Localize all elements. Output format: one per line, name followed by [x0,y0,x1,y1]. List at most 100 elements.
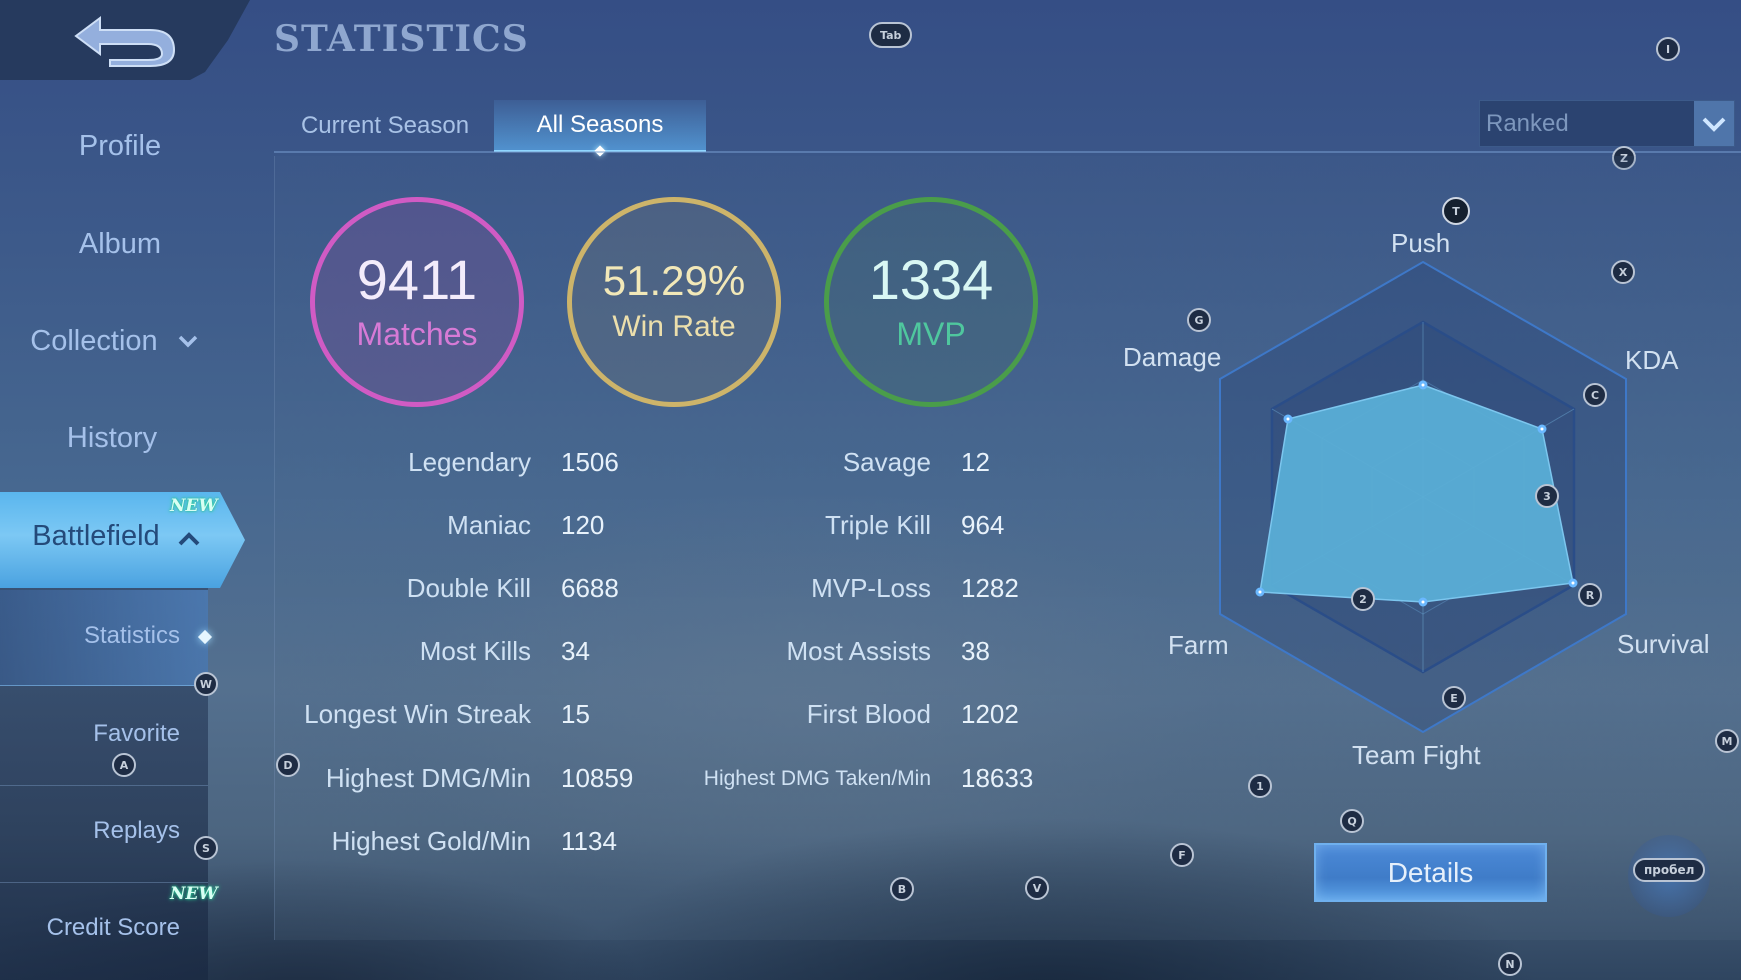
stat-value: 1282 [961,573,1019,603]
radar-axis-push: Push [1391,228,1451,258]
sidebar-item-collection[interactable]: Collection [0,325,234,358]
divider [0,882,208,883]
new-badge: NEW [170,884,218,904]
key-hint-m: M [1715,729,1739,753]
key-hint-b: B [890,877,914,901]
mvp-circle: 1334 MVP [824,197,1038,407]
stat-value: 15 [561,699,590,729]
back-button[interactable] [70,8,185,70]
key-hint-t: T [1442,197,1470,225]
win-rate-circle: 51.29% Win Rate [567,197,781,407]
key-hint-w: W [194,672,218,696]
new-badge: NEW [170,496,218,516]
win-rate-value: 51.29% [602,257,746,304]
stat-value: 6688 [561,573,619,603]
key-hint-s: S [194,836,218,860]
sidebar-item-label: Collection [30,325,158,357]
key-hint-i: I [1656,37,1680,61]
stat-label: MVP-Loss [811,573,931,603]
back-arrow-icon [74,16,176,67]
chevron-down-icon[interactable] [1694,101,1734,146]
radar-data-points [1255,380,1578,607]
radar-axis-team-fight: Team Fight [1352,740,1481,770]
radar-axis-survival: Survival [1617,629,1710,659]
radar-chart [1219,260,1627,734]
key-hint-v: V [1025,876,1049,900]
tab-label: All Seasons [536,111,664,138]
page-title: STATISTICS [274,18,529,60]
sidebar-item-battlefield[interactable] [0,492,245,588]
matches-circle: 9411 Matches [310,197,524,407]
stat-label: Maniac [447,510,531,540]
sub-item-credit-score[interactable]: Credit Score [46,914,180,941]
chevron-down-icon [178,331,198,354]
sub-item-statistics-label: Statistics [83,622,180,649]
matches-value: 9411 [356,247,478,311]
stat-label: Most Assists [786,636,931,666]
key-hint-1: 1 [1248,774,1272,798]
chevron-up-icon [178,521,200,554]
mode-dropdown[interactable]: Ranked [1479,100,1735,147]
sidebar-item-album[interactable]: Album [0,228,240,261]
key-hint-d: D [276,753,300,777]
stat-value: 38 [961,636,990,666]
stat-value: 12 [961,447,990,477]
stat-value: 1134 [561,826,617,856]
sub-item-favorite[interactable]: Favorite [93,720,180,747]
stat-value: 120 [561,510,605,540]
sub-item-replays[interactable]: Replays [93,817,180,844]
key-hint-3: 3 [1535,484,1559,508]
key-hint-a: A [112,753,136,777]
key-hint-f: F [1170,843,1194,867]
stat-label: Double Kill [406,573,531,603]
key-hint-g: G [1187,308,1211,332]
details-button[interactable]: Details [1314,843,1547,902]
stat-label: First Blood [806,699,931,729]
key-hint-r: R [1578,583,1602,607]
tab-divider [274,151,1741,153]
stat-label: Most Kills [419,636,531,666]
radar-axis-kda: KDA [1625,345,1679,375]
sidebar-item-label: Profile [78,130,162,162]
key-hint-tab: Tab [869,22,913,48]
stat-value: 34 [561,636,590,666]
details-button-label: Details [1387,856,1474,888]
sidebar-item-label: Battlefield [32,520,160,552]
key-hint-c: C [1583,383,1607,407]
sub-item-statistics[interactable] [0,590,208,686]
key-hint-n: N [1498,952,1522,976]
stat-label: Longest Win Streak [304,699,531,729]
tab-label: Current Season [300,112,470,139]
divider [0,785,208,786]
stat-label: Legendary [408,447,531,477]
key-hint-2: 2 [1351,587,1375,611]
stat-label: Highest Gold/Min [331,826,531,856]
stat-label: Savage [842,447,931,477]
stat-label: Triple Kill [825,510,931,540]
win-rate-label: Win Rate [612,310,736,343]
stat-value: 1506 [561,447,619,477]
sidebar-item-profile[interactable]: Profile [0,130,240,163]
key-hint-e: E [1442,686,1466,710]
matches-label: Matches [356,315,478,352]
key-hint-z: Z [1612,146,1636,170]
radar-axis-damage: Damage [1123,342,1222,372]
key-hint-x: X [1611,260,1635,284]
stat-label: Highest DMG/Min [325,763,531,793]
stat-value: 964 [961,510,1005,540]
tab-all-seasons[interactable]: All Seasons [494,100,706,157]
sidebar-item-label: History [66,422,158,454]
mode-dropdown-value: Ranked [1486,109,1569,137]
stat-label: Highest DMG Taken/Min [703,767,931,790]
mvp-label: MVP [896,315,966,352]
sidebar-item-battlefield-label: Battlefield [0,520,232,554]
stat-value: 18633 [961,763,1034,793]
tab-current-season[interactable]: Current Season [290,100,480,152]
radar-axis-farm: Farm [1168,630,1229,660]
stat-value: 1202 [961,699,1019,729]
mvp-value: 1334 [868,247,994,311]
key-hint-q: Q [1340,809,1364,833]
sidebar-item-label: Album [78,228,162,260]
sidebar-item-history[interactable]: History [0,422,232,455]
stat-value: 10859 [561,763,634,793]
